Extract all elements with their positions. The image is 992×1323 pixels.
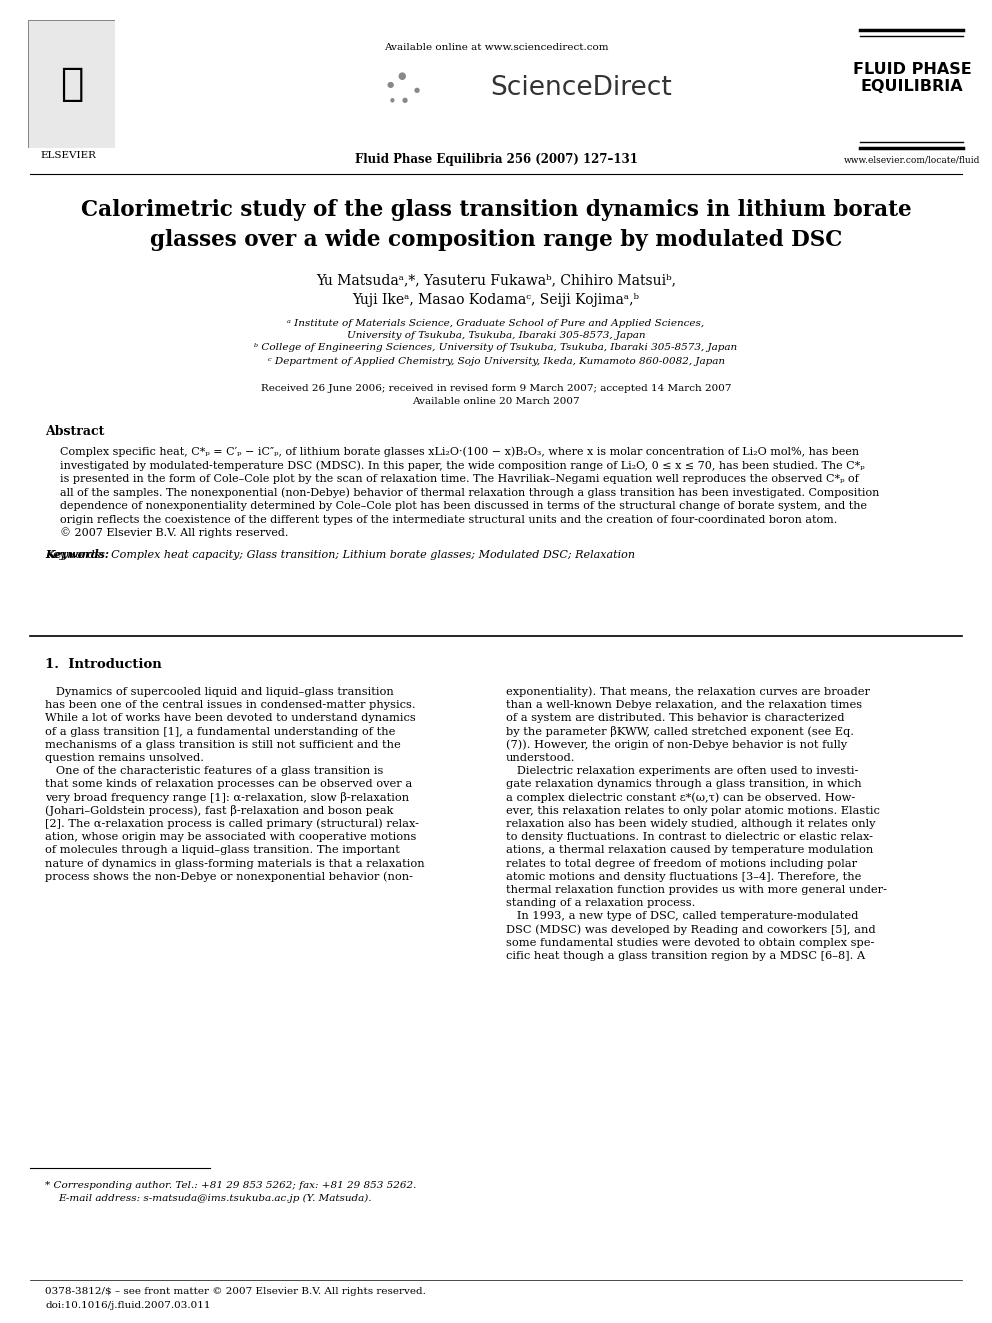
Text: exponentiality). That means, the relaxation curves are broader: exponentiality). That means, the relaxat…	[506, 687, 870, 697]
Text: ●: ●	[402, 97, 408, 103]
Text: atomic motions and density fluctuations [3–4]. Therefore, the: atomic motions and density fluctuations …	[506, 872, 861, 882]
Text: ᵇ College of Engineering Sciences, University of Tsukuba, Tsukuba, Ibaraki 305-8: ᵇ College of Engineering Sciences, Unive…	[254, 344, 738, 352]
Text: some fundamental studies were devoted to obtain complex spe-: some fundamental studies were devoted to…	[506, 938, 874, 947]
Text: 1.  Introduction: 1. Introduction	[45, 659, 162, 672]
Text: Fluid Phase Equilibria 256 (2007) 127–131: Fluid Phase Equilibria 256 (2007) 127–13…	[354, 153, 638, 167]
Text: question remains unsolved.: question remains unsolved.	[45, 753, 204, 763]
Text: DSC (MDSC) was developed by Reading and coworkers [5], and: DSC (MDSC) was developed by Reading and …	[506, 925, 876, 935]
Text: than a well-known Debye relaxation, and the relaxation times: than a well-known Debye relaxation, and …	[506, 700, 862, 710]
Text: all of the samples. The nonexponential (non-Debye) behavior of thermal relaxatio: all of the samples. The nonexponential (…	[60, 487, 879, 497]
Text: Abstract: Abstract	[45, 426, 104, 438]
Text: of a system are distributed. This behavior is characterized: of a system are distributed. This behavi…	[506, 713, 844, 724]
Text: ever, this relaxation relates to only polar atomic motions. Elastic: ever, this relaxation relates to only po…	[506, 806, 880, 816]
Text: gate relaxation dynamics through a glass transition, in which: gate relaxation dynamics through a glass…	[506, 779, 862, 790]
Text: Keywords:: Keywords:	[45, 549, 109, 560]
Text: ᵃ Institute of Materials Science, Graduate School of Pure and Applied Sciences,: ᵃ Institute of Materials Science, Gradua…	[288, 319, 704, 328]
Text: to density fluctuations. In contrast to dielectric or elastic relax-: to density fluctuations. In contrast to …	[506, 832, 873, 843]
Text: nature of dynamics in glass-forming materials is that a relaxation: nature of dynamics in glass-forming mate…	[45, 859, 425, 869]
Text: [2]. The α-relaxation process is called primary (structural) relax-: [2]. The α-relaxation process is called …	[45, 819, 419, 830]
Text: of molecules through a liquid–glass transition. The important: of molecules through a liquid–glass tran…	[45, 845, 400, 856]
Text: Yu Matsudaᵃ,*, Yasuteru Fukawaᵇ, Chihiro Matsuiᵇ,: Yu Matsudaᵃ,*, Yasuteru Fukawaᵇ, Chihiro…	[316, 273, 676, 287]
Text: University of Tsukuba, Tsukuba, Ibaraki 305-8573, Japan: University of Tsukuba, Tsukuba, Ibaraki …	[347, 331, 645, 340]
Text: glasses over a wide composition range by modulated DSC: glasses over a wide composition range by…	[150, 229, 842, 251]
Text: 0378-3812/$ – see front matter © 2007 Elsevier B.V. All rights reserved.: 0378-3812/$ – see front matter © 2007 El…	[45, 1286, 426, 1295]
Text: Available online 20 March 2007: Available online 20 March 2007	[413, 397, 579, 406]
Text: by the parameter βKWW, called stretched exponent (see Eq.: by the parameter βKWW, called stretched …	[506, 726, 854, 737]
Text: ●: ●	[386, 81, 394, 90]
Text: Keywords:  Complex heat capacity; Glass transition; Lithium borate glasses; Modu: Keywords: Complex heat capacity; Glass t…	[45, 549, 635, 560]
Text: One of the characteristic features of a glass transition is: One of the characteristic features of a …	[45, 766, 383, 777]
Text: ᶜ Department of Applied Chemistry, Sojo University, Ikeda, Kumamoto 860-0082, Ja: ᶜ Department of Applied Chemistry, Sojo …	[268, 356, 724, 365]
Text: understood.: understood.	[506, 753, 575, 763]
Text: ●: ●	[390, 98, 395, 102]
Text: E-mail address: s-matsuda@ims.tsukuba.ac.jp (Y. Matsuda).: E-mail address: s-matsuda@ims.tsukuba.ac…	[58, 1193, 371, 1203]
Text: relates to total degree of freedom of motions including polar: relates to total degree of freedom of mo…	[506, 859, 857, 869]
Text: Yuji Ikeᵃ, Masao Kodamaᶜ, Seiji Kojimaᵃ,ᵇ: Yuji Ikeᵃ, Masao Kodamaᶜ, Seiji Kojimaᵃ,…	[352, 292, 640, 307]
Text: thermal relaxation function provides us with more general under-: thermal relaxation function provides us …	[506, 885, 887, 894]
Text: © 2007 Elsevier B.V. All rights reserved.: © 2007 Elsevier B.V. All rights reserved…	[60, 528, 289, 538]
Text: process shows the non-Debye or nonexponential behavior (non-: process shows the non-Debye or nonexpone…	[45, 872, 413, 882]
Text: of a glass transition [1], a fundamental understanding of the: of a glass transition [1], a fundamental…	[45, 726, 396, 737]
Text: origin reflects the coexistence of the different types of the intermediate struc: origin reflects the coexistence of the d…	[60, 515, 837, 524]
Text: FLUID PHASE
EQUILIBRIA: FLUID PHASE EQUILIBRIA	[853, 62, 971, 94]
Text: ●: ●	[414, 87, 420, 93]
Text: www.elsevier.com/locate/fluid: www.elsevier.com/locate/fluid	[844, 156, 980, 164]
Text: (7)). However, the origin of non-Debye behavior is not fully: (7)). However, the origin of non-Debye b…	[506, 740, 847, 750]
Text: (Johari–Goldstein process), fast β-relaxation and boson peak: (Johari–Goldstein process), fast β-relax…	[45, 806, 394, 816]
Text: is presented in the form of Cole–Cole plot by the scan of relaxation time. The H: is presented in the form of Cole–Cole pl…	[60, 474, 859, 484]
Text: doi:10.1016/j.fluid.2007.03.011: doi:10.1016/j.fluid.2007.03.011	[45, 1301, 210, 1310]
Text: In 1993, a new type of DSC, called temperature-modulated: In 1993, a new type of DSC, called tempe…	[506, 912, 858, 921]
Text: ●: ●	[398, 71, 407, 81]
Text: relaxation also has been widely studied, although it relates only: relaxation also has been widely studied,…	[506, 819, 876, 830]
Text: ScienceDirect: ScienceDirect	[490, 75, 672, 101]
Text: ations, a thermal relaxation caused by temperature modulation: ations, a thermal relaxation caused by t…	[506, 845, 873, 856]
Text: Calorimetric study of the glass transition dynamics in lithium borate: Calorimetric study of the glass transiti…	[80, 198, 912, 221]
Text: investigated by modulated-temperature DSC (MDSC). In this paper, the wide compos: investigated by modulated-temperature DS…	[60, 460, 865, 471]
Text: that some kinds of relaxation processes can be observed over a: that some kinds of relaxation processes …	[45, 779, 413, 790]
Text: dependence of nonexponentiality determined by Cole–Cole plot has been discussed : dependence of nonexponentiality determin…	[60, 501, 867, 511]
Text: very broad frequency range [1]: α-relaxation, slow β-relaxation: very broad frequency range [1]: α-relaxa…	[45, 792, 409, 803]
Text: a complex dielectric constant ε*(ω,τ) can be observed. How-: a complex dielectric constant ε*(ω,τ) ca…	[506, 792, 855, 803]
Text: * Corresponding author. Tel.: +81 29 853 5262; fax: +81 29 853 5262.: * Corresponding author. Tel.: +81 29 853…	[45, 1180, 417, 1189]
Text: Dynamics of supercooled liquid and liquid–glass transition: Dynamics of supercooled liquid and liqui…	[45, 687, 394, 697]
Text: mechanisms of a glass transition is still not sufficient and the: mechanisms of a glass transition is stil…	[45, 740, 401, 750]
Text: ation, whose origin may be associated with cooperative motions: ation, whose origin may be associated wi…	[45, 832, 417, 843]
Text: Available online at www.sciencedirect.com: Available online at www.sciencedirect.co…	[384, 44, 608, 53]
Text: standing of a relaxation process.: standing of a relaxation process.	[506, 898, 695, 908]
Text: Complex specific heat, C*ₚ = C′ₚ − iC″ₚ, of lithium borate glasses xLi₂O·(100 − : Complex specific heat, C*ₚ = C′ₚ − iC″ₚ,…	[60, 447, 859, 458]
Text: has been one of the central issues in condensed-matter physics.: has been one of the central issues in co…	[45, 700, 416, 710]
Text: Dielectric relaxation experiments are often used to investi-: Dielectric relaxation experiments are of…	[506, 766, 858, 777]
Text: cific heat though a glass transition region by a MDSC [6–8]. A: cific heat though a glass transition reg…	[506, 951, 865, 960]
Text: ELSEVIER: ELSEVIER	[40, 151, 96, 160]
Text: While a lot of works have been devoted to understand dynamics: While a lot of works have been devoted t…	[45, 713, 416, 724]
Text: 🌿: 🌿	[60, 65, 83, 103]
Text: Received 26 June 2006; received in revised form 9 March 2007; accepted 14 March : Received 26 June 2006; received in revis…	[261, 384, 731, 393]
